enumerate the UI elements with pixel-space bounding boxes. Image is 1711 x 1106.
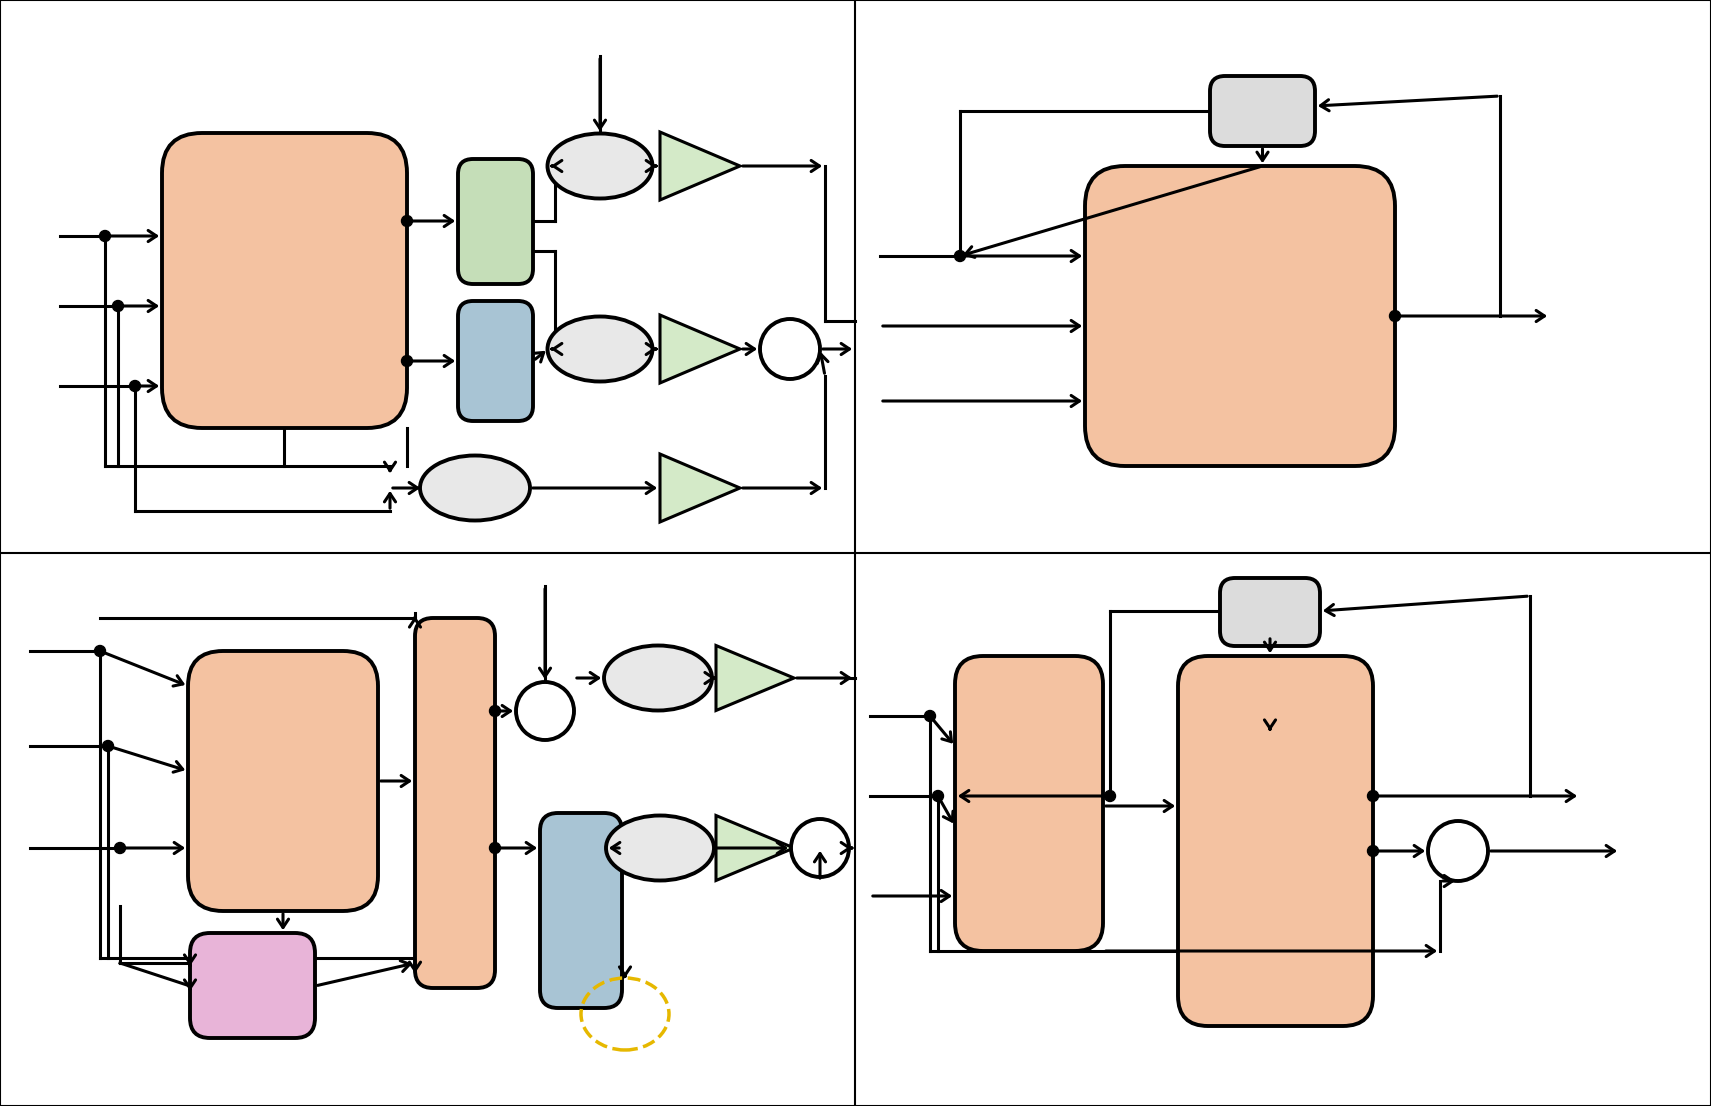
Circle shape — [402, 355, 412, 366]
Ellipse shape — [419, 456, 530, 521]
Circle shape — [955, 250, 965, 261]
FancyBboxPatch shape — [163, 133, 407, 428]
Circle shape — [130, 380, 140, 392]
Circle shape — [489, 843, 501, 854]
Ellipse shape — [548, 134, 652, 198]
FancyBboxPatch shape — [955, 656, 1104, 951]
Polygon shape — [660, 453, 739, 522]
Ellipse shape — [548, 316, 652, 382]
Ellipse shape — [790, 820, 849, 877]
Circle shape — [94, 646, 106, 657]
Circle shape — [1389, 311, 1401, 322]
Circle shape — [489, 706, 501, 717]
FancyBboxPatch shape — [1177, 656, 1372, 1026]
Polygon shape — [715, 646, 794, 710]
Circle shape — [99, 230, 111, 241]
Circle shape — [1367, 845, 1379, 856]
FancyBboxPatch shape — [1220, 578, 1319, 646]
Circle shape — [1105, 791, 1116, 802]
FancyBboxPatch shape — [416, 618, 494, 988]
Circle shape — [924, 710, 936, 721]
Circle shape — [113, 301, 123, 312]
FancyBboxPatch shape — [1210, 76, 1316, 146]
Polygon shape — [660, 315, 739, 383]
FancyBboxPatch shape — [188, 651, 378, 911]
FancyBboxPatch shape — [459, 159, 534, 284]
Circle shape — [115, 843, 125, 854]
Circle shape — [402, 216, 412, 227]
Ellipse shape — [760, 319, 820, 379]
Ellipse shape — [606, 815, 713, 880]
Polygon shape — [660, 132, 739, 200]
Ellipse shape — [604, 646, 712, 710]
FancyBboxPatch shape — [1085, 166, 1394, 466]
Circle shape — [1367, 791, 1379, 802]
Ellipse shape — [1429, 821, 1489, 881]
Circle shape — [932, 791, 943, 802]
FancyBboxPatch shape — [459, 301, 534, 421]
Polygon shape — [715, 815, 794, 880]
FancyBboxPatch shape — [190, 933, 315, 1039]
FancyBboxPatch shape — [541, 813, 623, 1008]
Ellipse shape — [517, 682, 573, 740]
Circle shape — [103, 741, 113, 751]
